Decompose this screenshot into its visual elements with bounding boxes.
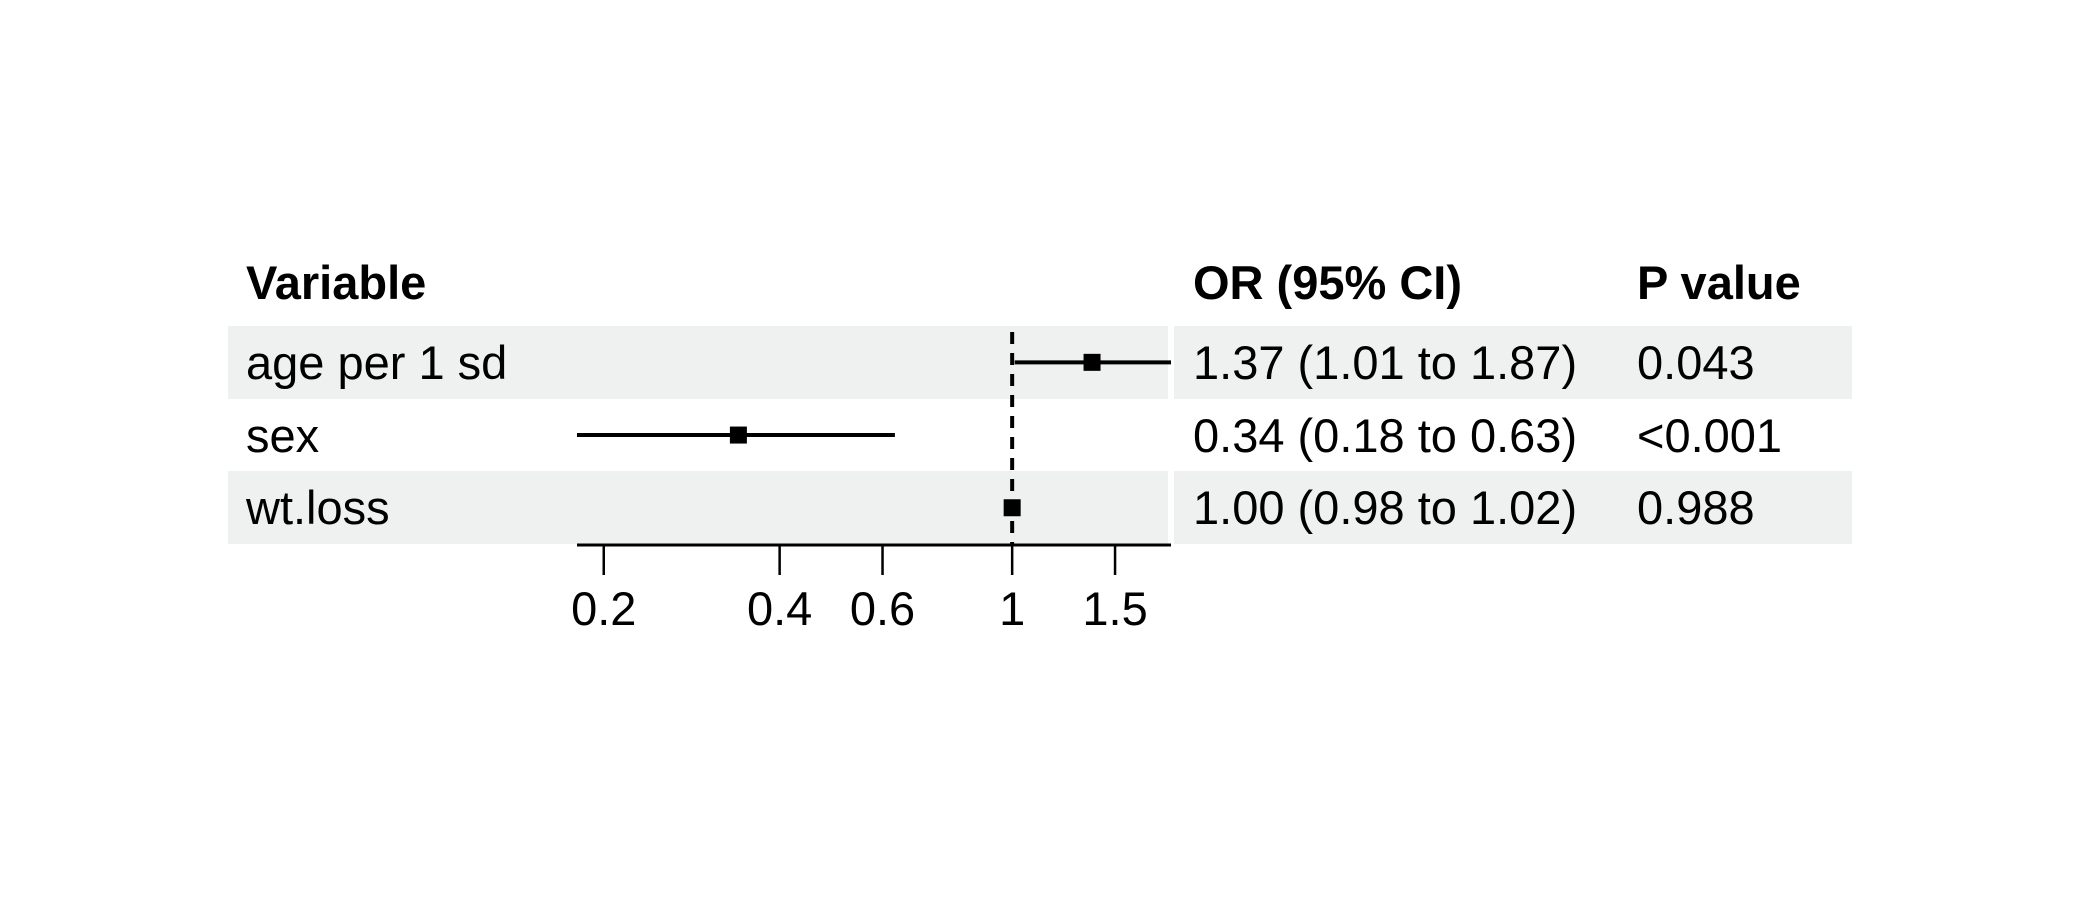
column-header-p-value: P value (1637, 256, 1801, 309)
row-band-shaded (1174, 471, 1852, 544)
x-axis-tick-label: 0.2 (571, 582, 636, 635)
or-marker-row-2 (1003, 499, 1021, 517)
row-band-shaded (1174, 326, 1852, 399)
or-ci-value: 1.37 (1.01 to 1.87) (1193, 336, 1578, 389)
x-axis-tick-label: 1.5 (1082, 582, 1147, 635)
x-axis-tick-label: 0.6 (850, 582, 915, 635)
or-ci-value: 0.34 (0.18 to 0.63) (1193, 409, 1578, 462)
column-header-or-ci: OR (95% CI) (1193, 256, 1462, 309)
column-header-variable: Variable (246, 256, 427, 309)
x-axis-tick-label: 1 (999, 582, 1025, 635)
p-value: 0.043 (1637, 336, 1755, 389)
or-marker-row-1 (729, 426, 747, 444)
row-label: sex (246, 409, 320, 462)
p-value: <0.001 (1637, 409, 1783, 462)
p-value: 0.988 (1637, 481, 1755, 534)
row-label: age per 1 sd (246, 336, 508, 389)
row-label: wt.loss (246, 481, 390, 534)
or-ci-value: 1.00 (0.98 to 1.02) (1193, 481, 1578, 534)
x-axis-tick-label: 0.4 (747, 582, 812, 635)
or-marker-row-0 (1083, 353, 1101, 371)
